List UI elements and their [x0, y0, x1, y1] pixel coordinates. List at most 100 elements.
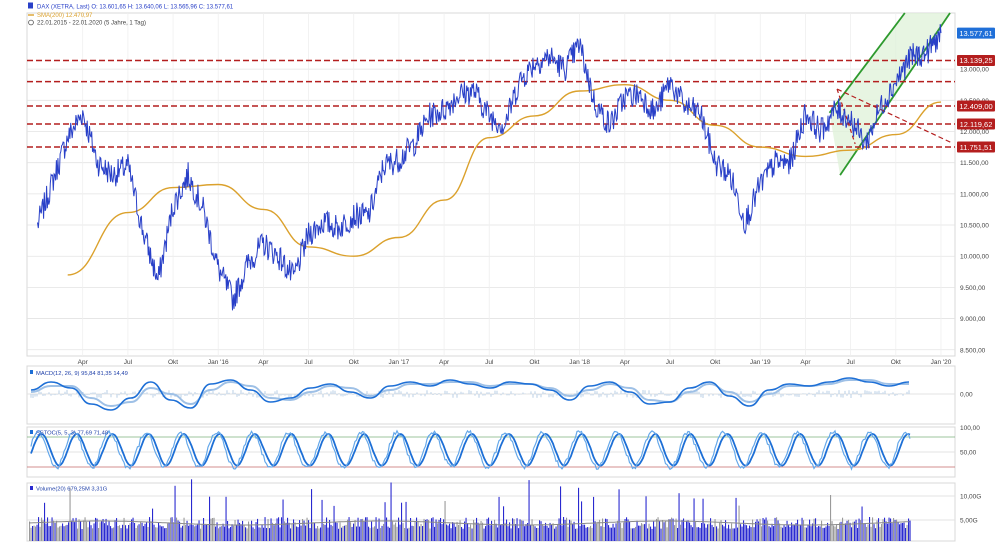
- volume-bar: [638, 525, 640, 541]
- volume-bar: [507, 526, 509, 541]
- volume-bar: [683, 518, 685, 541]
- volume-bar: [221, 526, 223, 541]
- volume-bar: [378, 518, 380, 541]
- volume-bar: [470, 524, 472, 541]
- volume-bar: [444, 501, 446, 541]
- volume-bar: [743, 520, 745, 541]
- volume-bar: [494, 519, 496, 541]
- volume-bar: [248, 521, 250, 541]
- volume-bar: [149, 517, 151, 541]
- volume-bar: [260, 527, 262, 541]
- volume-bar: [570, 520, 572, 541]
- y-tick-label: 9.500,00: [960, 285, 986, 292]
- volume-bar: [311, 489, 313, 541]
- volume-bar: [459, 520, 461, 541]
- volume-bar: [812, 523, 814, 541]
- volume-bar: [204, 524, 206, 541]
- volume-bar: [741, 526, 743, 541]
- volume-bar: [686, 520, 688, 541]
- volume-bar: [401, 502, 403, 541]
- volume-bar: [788, 525, 790, 541]
- volume-bar: [752, 519, 754, 541]
- volume-bar: [837, 529, 839, 541]
- volume-bar: [476, 517, 478, 541]
- support-level-badge: [957, 54, 995, 66]
- volume-bar: [648, 523, 650, 541]
- x-tick-label: Okt: [710, 359, 720, 366]
- volume-bar: [383, 523, 385, 541]
- volume-average-line: [28, 520, 910, 526]
- volume-bar: [680, 524, 682, 541]
- volume-bar: [500, 525, 502, 541]
- volume-bar: [411, 525, 413, 541]
- volume-bar: [453, 522, 455, 541]
- volume-bar: [662, 520, 664, 541]
- volume-bar: [143, 526, 145, 541]
- volume-bar: [723, 526, 725, 541]
- volume-bar: [422, 526, 424, 541]
- volume-bar: [879, 526, 881, 541]
- volume-bar: [231, 524, 233, 541]
- volume-bar: [456, 521, 458, 541]
- volume-bar: [392, 521, 394, 541]
- volume-bar: [174, 485, 176, 541]
- volume-bar: [576, 528, 578, 541]
- volume-bar: [447, 525, 449, 541]
- x-tick-label: Jul: [304, 359, 313, 366]
- volume-bar: [665, 521, 667, 541]
- volume-bar: [284, 521, 286, 541]
- volume-bar: [864, 523, 866, 541]
- volume-bar: [554, 528, 556, 541]
- volume-bar: [272, 522, 274, 541]
- volume-bar: [98, 528, 100, 541]
- volume-bar: [795, 523, 797, 541]
- volume-bar: [159, 525, 161, 541]
- volume-bar: [216, 522, 218, 541]
- macd-line: [30, 377, 910, 411]
- volume-bar: [473, 519, 475, 541]
- volume-bar: [596, 523, 598, 541]
- volume-bar: [842, 517, 844, 541]
- volume-bar: [102, 519, 104, 541]
- x-tick-label: Okt: [349, 359, 359, 366]
- x-tick-label: Apr: [78, 359, 89, 366]
- volume-bar: [783, 525, 785, 541]
- volume-bar: [38, 517, 40, 541]
- volume-bar: [539, 520, 541, 541]
- volume-bar: [35, 526, 37, 541]
- volume-bar: [623, 522, 625, 541]
- volume-bar: [324, 524, 326, 541]
- volume-bar: [756, 519, 758, 541]
- volume-bar: [372, 527, 374, 541]
- volume-bar: [543, 525, 545, 541]
- x-tick-label: Jan '16: [208, 359, 229, 366]
- volume-bar: [776, 517, 778, 541]
- volume-bar: [707, 524, 709, 541]
- volume-bar: [582, 524, 584, 541]
- volume-bar: [758, 521, 760, 541]
- volume-bar: [176, 517, 178, 541]
- volume-bar: [675, 518, 677, 541]
- volume-bar: [135, 528, 137, 541]
- support-level-text: 11.751,51: [960, 143, 993, 152]
- volume-bar: [270, 518, 272, 541]
- volume-bar: [341, 527, 343, 541]
- volume-bar: [908, 518, 910, 541]
- volume-bar: [614, 527, 616, 541]
- stoch-legend: SSTOC(5, 5, 3) 77,69 71,48: [36, 431, 108, 437]
- volume-bar: [870, 526, 872, 541]
- volume-bars: [29, 479, 911, 541]
- volume-bar: [522, 520, 524, 541]
- volume-bar: [816, 527, 818, 541]
- y-tick-label: 11.500,00: [960, 160, 989, 167]
- volume-bar: [584, 524, 586, 541]
- volume-bar: [333, 505, 335, 541]
- volume-bar: [347, 519, 349, 541]
- volume-bar: [218, 528, 220, 541]
- volume-bar: [732, 528, 734, 541]
- volume-bar: [419, 526, 421, 541]
- volume-bar: [849, 522, 851, 541]
- volume-bar: [90, 525, 92, 541]
- volume-bar: [855, 519, 857, 541]
- volume-bar: [656, 518, 658, 541]
